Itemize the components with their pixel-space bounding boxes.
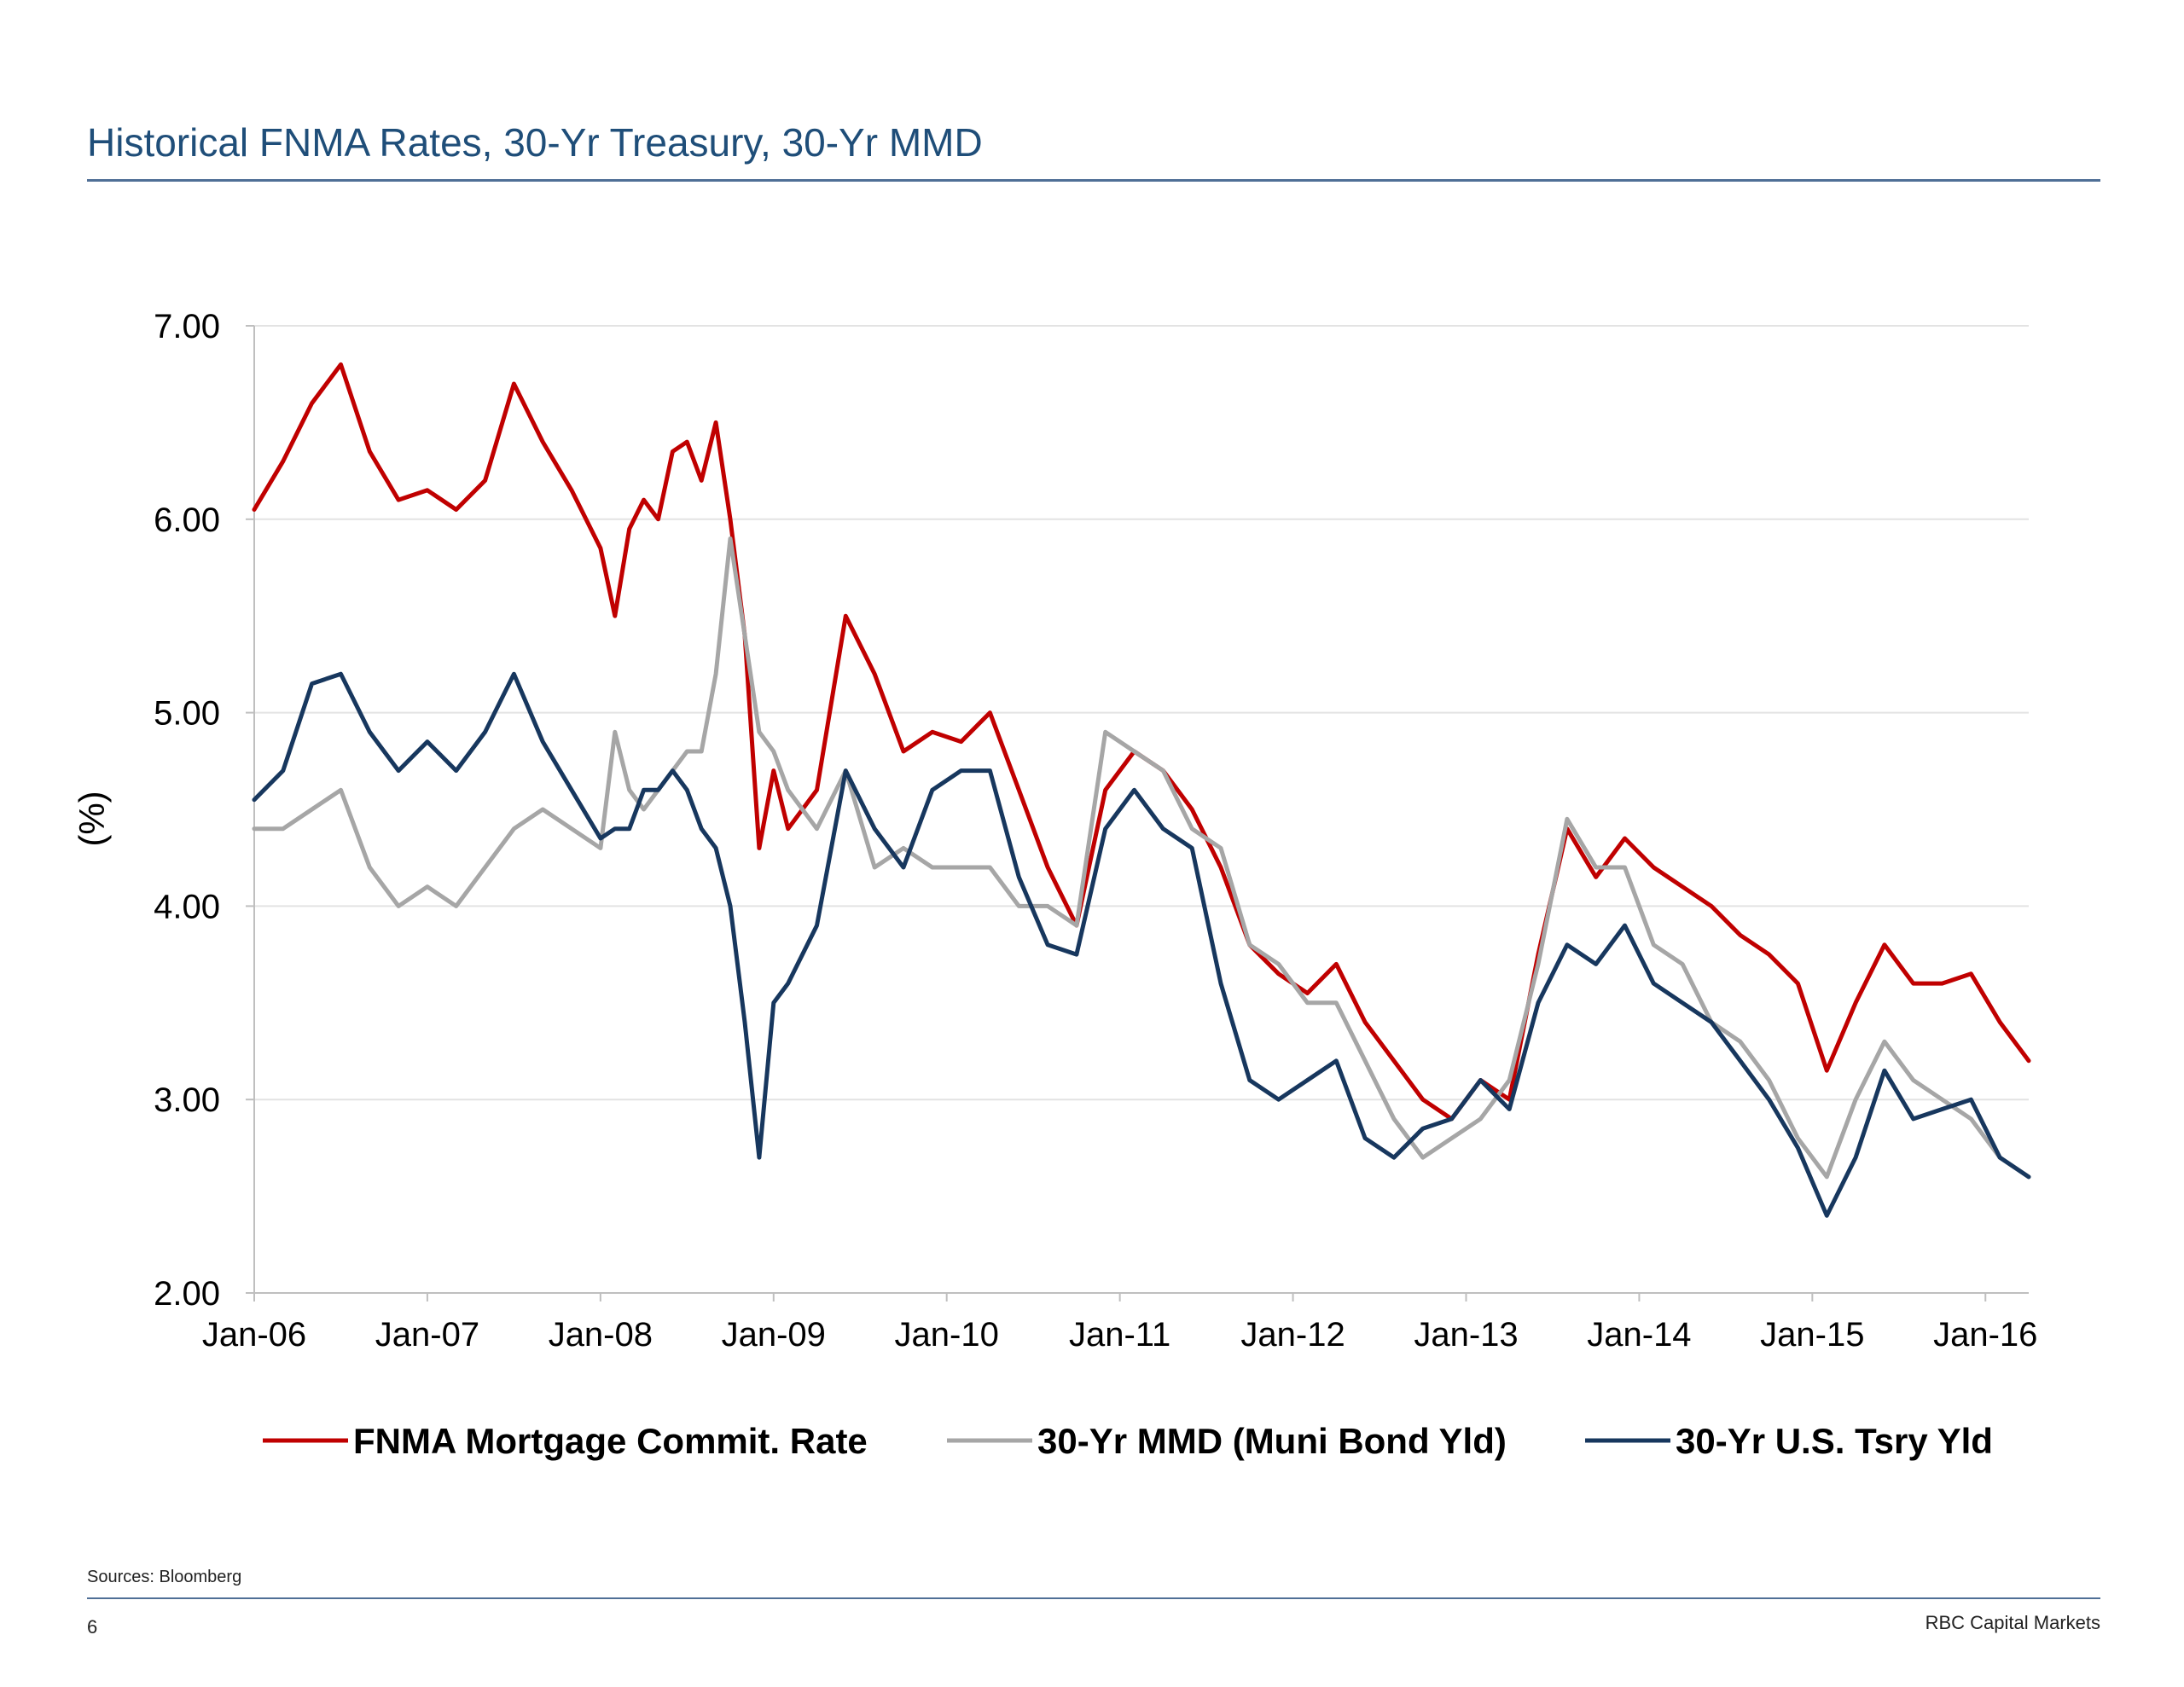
x-tick-label: Jan-16 xyxy=(1933,1316,2037,1354)
x-tick-label: Jan-08 xyxy=(549,1316,653,1354)
legend: FNMA Mortgage Commit. Rate 30-Yr MMD (Mun… xyxy=(263,1421,1993,1461)
x-tick-label: Jan-15 xyxy=(1760,1316,1864,1354)
x-tick-label: Jan-10 xyxy=(895,1316,999,1354)
x-tick-label: Jan-07 xyxy=(375,1316,479,1354)
axes xyxy=(246,325,2029,1301)
x-tick-label: Jan-14 xyxy=(1587,1316,1691,1354)
y-tick-label: 3.00 xyxy=(154,1081,220,1119)
page-number: 6 xyxy=(87,1616,98,1638)
y-tick-label: 2.00 xyxy=(154,1275,220,1313)
y-tick-label: 6.00 xyxy=(154,501,220,539)
footer-divider xyxy=(87,1597,2100,1599)
legend-label: FNMA Mortgage Commit. Rate xyxy=(353,1421,868,1461)
y-axis-label: (%) xyxy=(72,791,112,846)
tick-labels: 2.00 3.00 4.00 5.00 6.00 7.00 Jan-06 Jan-07 Jan-… xyxy=(154,308,2037,1354)
x-tick-label: Jan-06 xyxy=(202,1316,306,1354)
y-tick-label: 7.00 xyxy=(154,308,220,345)
x-tick-label: Jan-12 xyxy=(1240,1316,1345,1354)
x-tick-label: Jan-09 xyxy=(722,1316,826,1354)
x-tick-label: Jan-13 xyxy=(1414,1316,1518,1354)
gridlines xyxy=(254,325,2029,1101)
series-lines xyxy=(252,362,2031,1218)
x-tick-label: Jan-11 xyxy=(1069,1316,1170,1354)
legend-label: 30-Yr MMD (Muni Bond Yld) xyxy=(1037,1421,1507,1461)
source-note: Sources: Bloomberg xyxy=(87,1568,242,1586)
series-line-mmd-yield xyxy=(252,536,2031,1180)
series-line-treasury-yield xyxy=(252,671,2031,1218)
y-tick-label: 4.00 xyxy=(154,888,220,925)
page-title: Historical FNMA Rates, 30-Yr Treasury, 3… xyxy=(87,120,983,165)
brand-name: RBC Capital Markets xyxy=(1925,1612,2100,1633)
y-tick-label: 5.00 xyxy=(154,695,220,733)
title-divider xyxy=(87,179,2100,182)
legend-label: 30-Yr U.S. Tsry Yld xyxy=(1676,1421,1993,1461)
series-line-fnma-rate xyxy=(252,362,2031,1122)
